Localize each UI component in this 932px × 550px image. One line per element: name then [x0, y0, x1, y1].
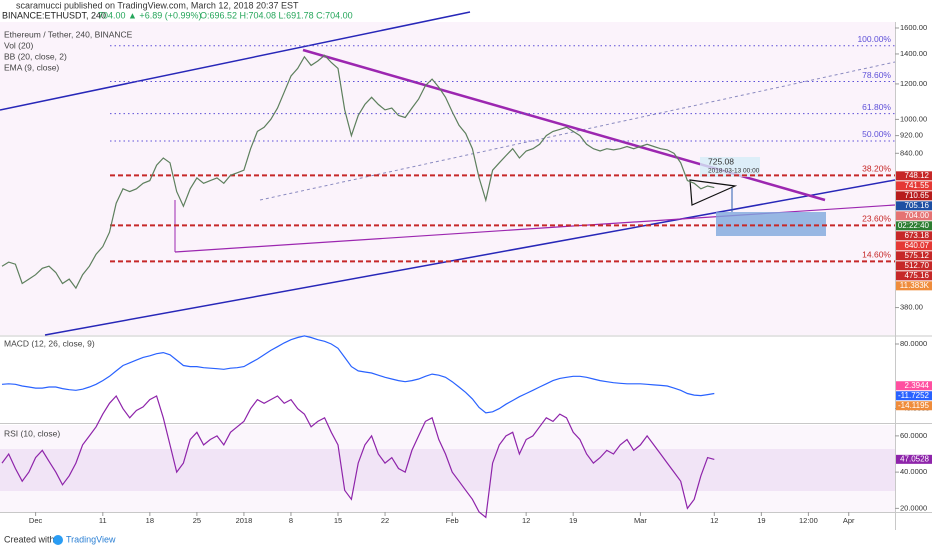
price-tag [896, 401, 932, 411]
price-tag [896, 231, 932, 241]
x-tick-label: 19 [757, 516, 765, 525]
y-tick-label: 1400.00 [900, 49, 927, 58]
price-tag-label: 11.383K [900, 281, 930, 290]
triangle [689, 179, 738, 206]
price-tag [896, 391, 932, 401]
price-tag-label: 710.65 [905, 191, 930, 200]
price-tag [896, 191, 932, 201]
price-tag [896, 201, 932, 211]
symbol: BINANCE:ETHUSDT, 240 [2, 10, 106, 20]
price-tag [896, 381, 932, 391]
price-change: 704.00 ▲ +6.89 (+0.99%) [98, 10, 201, 20]
price-panel [0, 22, 895, 335]
price-tag-label: 640.07 [905, 241, 930, 250]
price-tag [896, 221, 932, 231]
y-tick-label: 80.0000 [900, 339, 927, 348]
x-tick-label: 15 [334, 516, 342, 525]
rsi-title: RSI (10, close) [4, 428, 60, 438]
x-tick-label: 11 [99, 516, 107, 525]
price-tag [896, 261, 932, 271]
price-tag-label: 741.55 [905, 181, 930, 190]
target-price: 725.08 [708, 156, 734, 166]
fib-label: 23.60% [862, 214, 891, 224]
fib-label: 38.20% [862, 164, 891, 174]
fib-label: 100.00% [857, 34, 891, 44]
price-tag [896, 281, 932, 291]
brand-icon [53, 535, 63, 545]
fib-label: 50.00% [862, 129, 891, 139]
channel-line [44, 179, 896, 336]
y-tick-label: 1000.00 [900, 114, 927, 123]
channel-mid [259, 61, 896, 201]
x-tick-label: Mar [634, 516, 647, 525]
price-tag-label: 748.12 [905, 171, 930, 180]
price-tag-label: 705.16 [905, 201, 930, 210]
y-tick-label: 1200.00 [900, 79, 927, 88]
y-tick-label: 920.00 [900, 131, 923, 140]
price-tag-label: -11.7252 [898, 391, 930, 400]
footer-brand: TradingView [66, 534, 116, 544]
x-tick-label: 25 [193, 516, 201, 525]
macd-title: MACD (12, 26, close, 9) [4, 338, 95, 348]
price-tag-label: 673.18 [905, 231, 930, 240]
rsi-band [0, 449, 895, 491]
fib-label: 78.60% [862, 70, 891, 80]
x-tick-label: 12:00 [799, 516, 818, 525]
price-tag [896, 251, 932, 261]
y-tick-label: 20.0000 [900, 503, 927, 512]
price-tag-label: 2.3944 [905, 381, 930, 390]
x-tick-label: 18 [146, 516, 154, 525]
x-tick-label: Apr [843, 516, 855, 525]
legend-indicator: Vol (20) [4, 40, 33, 50]
legend-indicator: EMA (9, close) [4, 62, 59, 72]
y-tick-label: 40.0000 [900, 467, 927, 476]
legend-indicator: BB (20, close, 2) [4, 51, 67, 61]
x-tick-label: 22 [381, 516, 389, 525]
series-line [1, 54, 715, 290]
price-tag [896, 171, 932, 181]
price-tag [896, 181, 932, 191]
x-tick-label: 8 [289, 516, 293, 525]
price-tag-label: 47.0528 [900, 454, 929, 463]
x-tick-label: Dec [29, 516, 43, 525]
y-tick-label: 1600.00 [900, 23, 927, 32]
target-box [700, 157, 760, 177]
price-tag-label: 704.00 [905, 211, 930, 220]
series-line [1, 335, 715, 414]
x-tick-label: 2018 [236, 516, 253, 525]
price-tag [896, 241, 932, 251]
x-tick-label: Feb [446, 516, 459, 525]
y-tick-label: 60.0000 [900, 431, 927, 440]
x-tick-label: 12 [522, 516, 530, 525]
footer-text: Created with [4, 534, 55, 544]
measure-box [716, 212, 826, 236]
price-tag [896, 271, 932, 281]
legend-title: Ethereum / Tether, 240, BINANCE [4, 29, 133, 39]
x-tick-label: 19 [569, 516, 577, 525]
price-tag [896, 211, 932, 221]
price-tag-label: 512.70 [905, 261, 930, 270]
price-tag-label: 575.12 [905, 251, 930, 260]
publisher: scaramucci published on TradingView.com,… [16, 0, 299, 10]
fib-label: 61.80% [862, 102, 891, 112]
target-date: 2018-03-13 00:00 [708, 168, 760, 175]
price-tag [896, 454, 932, 464]
y-tick-label: 380.00 [900, 303, 923, 312]
price-tag-label: 475.16 [905, 271, 930, 280]
channel-line [0, 11, 471, 111]
y-tick-label: 840.00 [900, 148, 923, 157]
price-tag-label: 02:22:40 [898, 221, 930, 230]
fib-label: 14.60% [862, 250, 891, 260]
price-tag-label: -14.1195 [898, 401, 930, 410]
x-tick-label: 12 [710, 516, 718, 525]
ohlc: O:696.52 H:704.08 L:691.78 C:704.00 [200, 10, 353, 20]
series-line [1, 394, 715, 519]
